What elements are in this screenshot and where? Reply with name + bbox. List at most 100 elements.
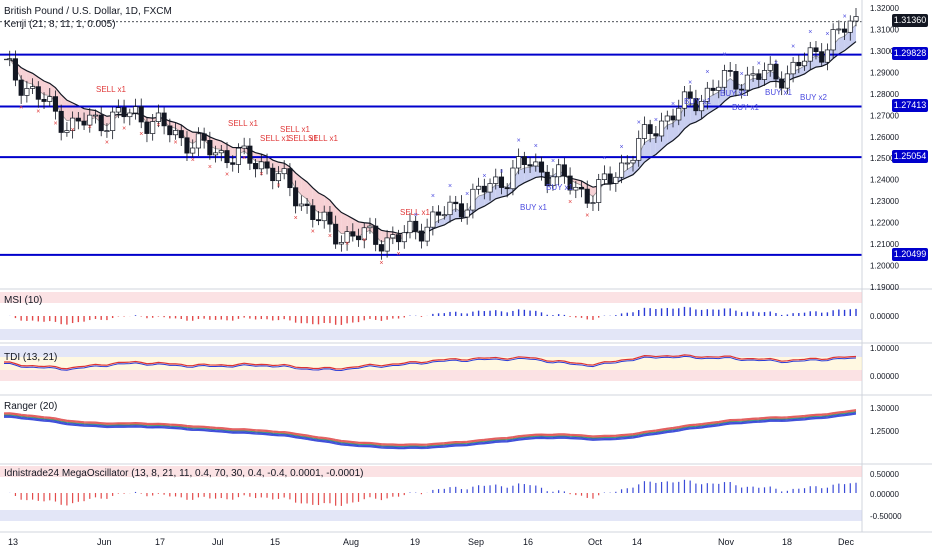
kenji-band-segment (267, 156, 273, 171)
kenji-band-segment (44, 81, 50, 96)
ranger-band-line (3, 411, 857, 447)
candle-body (670, 115, 676, 121)
candle-body (58, 110, 64, 133)
time-tick-label: Jul (212, 537, 224, 547)
candle-body (647, 124, 653, 134)
signal-x-marker: × (259, 171, 263, 178)
buy-signal-label: BUY x1 (720, 89, 748, 98)
price-tick-label: 1.24000 (870, 176, 899, 185)
buy-signal-label: BUY x2 (800, 93, 828, 102)
signal-x-marker: × (362, 237, 366, 244)
signal-x-marker: × (499, 169, 503, 176)
candle-body (527, 164, 533, 167)
time-tick-label: Nov (718, 537, 735, 547)
chart-title: British Pound / U.S. Dollar, 1D, FXCM (4, 6, 172, 17)
candle-body (430, 211, 436, 228)
candle-body (710, 87, 716, 91)
signal-x-marker: × (637, 119, 641, 126)
candle-body (75, 117, 81, 122)
candle-body (230, 162, 236, 165)
time-tick-label: Sep (468, 537, 484, 547)
candle-body (847, 20, 853, 33)
candle-body (493, 176, 499, 184)
candle-body (361, 227, 367, 241)
signal-x-marker: × (191, 157, 195, 164)
candle-body (401, 232, 407, 243)
signal-x-marker: × (791, 43, 795, 50)
kenji-band-segment (495, 184, 502, 199)
candle-body (298, 203, 304, 207)
price-tick-label: 1.21000 (870, 240, 899, 249)
candle-body (516, 156, 522, 169)
sell-signal-label: SELL x1 (260, 134, 290, 143)
kenji-band-segment (844, 30, 851, 51)
signal-x-marker: × (36, 108, 40, 115)
signal-x-marker: × (774, 60, 778, 67)
signal-x-marker: × (808, 29, 812, 36)
signal-x-marker: × (688, 79, 692, 86)
candle-body (132, 106, 139, 114)
candle-body (253, 162, 259, 170)
signal-x-marker: × (139, 131, 143, 138)
signal-x-marker: × (294, 215, 298, 222)
price-tick-label: 1.32000 (870, 4, 899, 13)
candle-body (167, 125, 173, 136)
kenji-band-segment (26, 70, 33, 85)
signal-x-marker: × (825, 31, 829, 38)
candle-body (521, 156, 527, 165)
kenji-band-segment (684, 103, 691, 129)
buy-signal-label: BUY x1 (546, 183, 574, 192)
mega-axis-lower: -0.50000 (870, 512, 902, 521)
price-tick-label: 1.28000 (870, 90, 899, 99)
candle-body (98, 114, 104, 132)
candle-body (756, 73, 762, 80)
candle-body (144, 121, 150, 134)
kenji-band-segment (518, 168, 525, 187)
kenji-band-segment (347, 215, 353, 235)
price-tick-label: 1.30000 (870, 47, 899, 56)
candle-body (287, 168, 293, 189)
candle-body (779, 78, 785, 89)
sell-signal-label: SELL x1 (288, 134, 318, 143)
candle-body (693, 98, 699, 112)
time-tick-label: 19 (410, 537, 420, 547)
candle-body (681, 91, 688, 109)
signal-x-marker: × (757, 61, 761, 68)
candle-body (390, 234, 396, 239)
candle-body (247, 145, 253, 164)
candle-body (24, 88, 30, 96)
signal-x-marker: × (482, 173, 486, 180)
mega-axis-zero: 0.00000 (870, 490, 899, 499)
candle-body (659, 120, 665, 137)
candle-body (81, 120, 87, 126)
candle-body (87, 114, 93, 126)
signal-x-marker: × (208, 164, 212, 171)
price-tick-label: 1.26000 (870, 133, 899, 142)
kenji-band-segment (329, 200, 336, 228)
kenji-band-segment (673, 117, 679, 141)
candle-body (853, 16, 859, 22)
sell-signal-label: SELL x1 (228, 119, 258, 128)
signal-x-marker: × (602, 155, 606, 162)
candle-body (453, 201, 459, 205)
candle-body (830, 29, 836, 51)
time-tick-label: 17 (155, 537, 165, 547)
candle-body (721, 70, 728, 88)
time-tick-label: 14 (632, 537, 642, 547)
candle-body (161, 112, 167, 127)
level-tag-4: 1.20499 (892, 248, 928, 261)
signal-x-marker: × (517, 138, 521, 145)
kenji-band-segment (215, 139, 222, 150)
candle-body (7, 58, 13, 61)
time-tick-label: 15 (270, 537, 280, 547)
candle-body (447, 201, 453, 216)
candle-body (35, 86, 41, 100)
indicator-label: Kenji (21, 8, 11, 1, 0.005) (4, 19, 116, 30)
candle-body (842, 28, 848, 33)
kenji-band-segment (804, 58, 811, 74)
candle-body (801, 60, 808, 67)
ranger-band-line (3, 410, 857, 447)
candle-body (716, 86, 722, 91)
candle-body (584, 188, 590, 204)
